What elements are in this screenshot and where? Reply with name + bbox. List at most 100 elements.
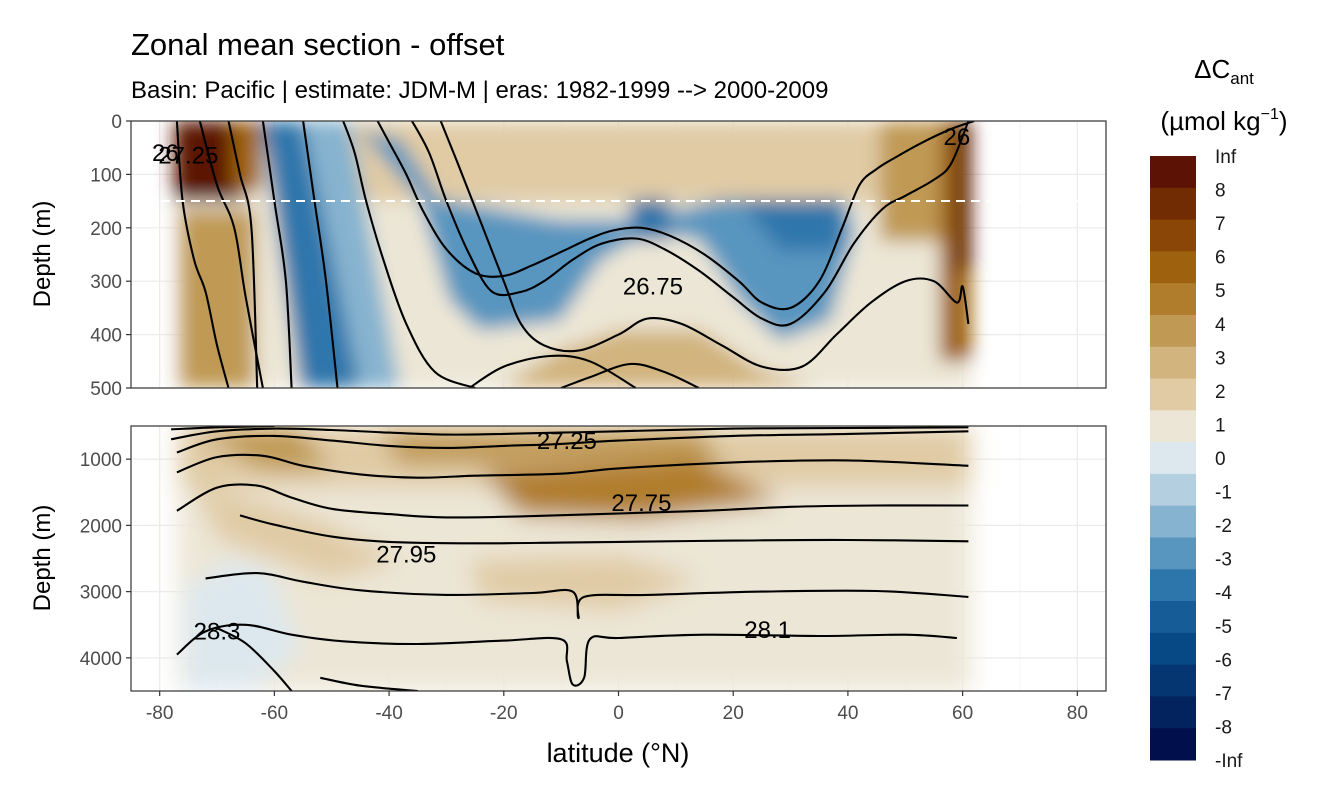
legend-title-main: ΔC: [1194, 54, 1230, 84]
lower-y-label: Depth (m): [29, 505, 56, 612]
lower-panel: 27.25 27.75 27.95 28.3 28.1 1000 2000 3000 4000…: [29, 425, 1107, 692]
isopycnal-label: 26: [944, 124, 971, 151]
isopycnal-line: [176, 483, 969, 519]
legend-swatch: [1150, 156, 1196, 189]
isopycnal-line: [468, 354, 637, 388]
upper-isopycnals: [175, 121, 975, 388]
y-tick-label: 4000: [80, 649, 122, 670]
isopycnal-line: [198, 121, 264, 388]
isopycnal-label: 26: [152, 140, 179, 167]
legend-swatch: [1150, 473, 1196, 507]
y-tick-label: 200: [90, 219, 122, 240]
legend-colorbar: [1150, 156, 1196, 761]
isopycnal-label: 27.75: [611, 490, 671, 517]
legend-swatch: [1150, 664, 1196, 697]
legend-label: 6: [1215, 248, 1226, 269]
isopycnal-label: 28.3: [194, 618, 241, 645]
legend-title-sub: ant: [1230, 69, 1254, 88]
x-tick-label: -40: [375, 703, 402, 724]
isopycnal-label: 27.95: [376, 542, 436, 569]
y-tick-label: 300: [90, 272, 122, 293]
legend-label: -Inf: [1215, 751, 1243, 772]
legend-swatch: [1150, 378, 1196, 411]
legend-label: 5: [1215, 281, 1226, 302]
legend-label: -7: [1215, 684, 1232, 705]
x-axis-label: latitude (°N): [547, 738, 690, 768]
legend-label: 4: [1215, 315, 1226, 336]
legend-swatch: [1150, 601, 1196, 634]
isopycnal-label: 26.75: [623, 274, 683, 301]
upper-y-axis: 0 100 200 300 400 500: [90, 112, 131, 400]
legend-swatch: [1150, 219, 1196, 252]
legend-swatch: [1150, 442, 1196, 475]
lower-isopycnals: [170, 426, 969, 691]
y-tick-label: 400: [90, 326, 122, 347]
isopycnal-line: [439, 121, 970, 372]
y-tick-label: 3000: [80, 583, 122, 604]
upper-y-label: Depth (m): [29, 201, 56, 308]
legend-swatch: [1150, 505, 1196, 538]
chart-subtitle: Basin: Pacific | estimate: JDM-M | eras:…: [131, 77, 828, 104]
legend-label: -5: [1215, 617, 1232, 638]
upper-panel-border: [130, 120, 1107, 389]
legend-swatch: [1150, 537, 1196, 570]
legend-swatch: [1150, 410, 1196, 443]
legend-label: Inf: [1215, 147, 1237, 168]
legend-units: (µmol kg−1): [1160, 106, 1287, 136]
x-tick-label: 20: [723, 703, 744, 724]
isopycnal-line: [176, 453, 969, 479]
legend-swatch: [1150, 696, 1196, 729]
legend-label: 2: [1215, 382, 1226, 403]
y-tick-label: 500: [90, 379, 122, 400]
legend-swatch: [1150, 251, 1196, 284]
lower-field: 27.25 27.75 27.95 28.3 28.1: [170, 426, 971, 691]
isopycnal-label: 27.25: [537, 428, 597, 455]
legend-label: 3: [1215, 348, 1226, 369]
legend-label: 8: [1215, 181, 1226, 202]
y-tick-label: 0: [111, 112, 122, 133]
legend-label: 0: [1215, 449, 1226, 470]
legend-title: ΔCant: [1194, 54, 1254, 88]
isopycnal-line: [175, 121, 230, 388]
legend-swatch: [1150, 632, 1196, 666]
chart-title: Zonal mean section - offset: [131, 27, 505, 62]
x-tick-label: -80: [146, 703, 173, 724]
legend-swatch: [1150, 569, 1196, 602]
isopycnal-line: [411, 121, 970, 327]
isopycnal-line: [216, 627, 293, 691]
isopycnal-line: [320, 676, 418, 691]
x-axis: -80 -60 -40 -20 0 20 40 60 80: [146, 691, 1088, 724]
legend-label: -8: [1215, 717, 1232, 738]
lower-y-axis: 1000 2000 3000 4000: [80, 450, 131, 670]
legend-swatch: [1150, 728, 1196, 761]
isopycnal-line: [376, 121, 975, 311]
legend-swatch: [1150, 314, 1196, 348]
legend-label: -2: [1215, 516, 1232, 537]
legend-swatch: [1150, 283, 1196, 316]
isopycnal-line: [227, 121, 259, 388]
isopycnal-label: 28.1: [744, 617, 791, 644]
legend-label: 7: [1215, 214, 1226, 235]
y-tick-label: 100: [90, 165, 122, 186]
isopycnal-line: [342, 121, 476, 388]
isopycnal-label: 27.25: [158, 143, 218, 170]
isopycnal-line: [239, 514, 969, 545]
isopycnal-line: [560, 362, 700, 388]
isopycnal-line: [205, 572, 969, 620]
legend-label: -3: [1215, 550, 1232, 571]
x-tick-label: 60: [952, 703, 973, 724]
isopycnal-line: [176, 623, 957, 687]
legend-units-left: (µmol kg: [1160, 106, 1260, 136]
legend-swatch: [1150, 187, 1196, 221]
legend-label: -6: [1215, 650, 1232, 671]
legend-label: 1: [1215, 415, 1226, 436]
lower-contour-labels: 27.25 27.75 27.95 28.3 28.1: [194, 428, 791, 645]
legend-labels: Inf 8 7 6 5 4 3 2 1 0 -1 -2 -3 -4 -5 -6 -7 -8 -Inf: [1215, 147, 1243, 772]
y-tick-label: 1000: [80, 450, 122, 471]
legend-label: -4: [1215, 583, 1232, 604]
isopycnal-line: [170, 426, 969, 441]
legend-units-sup: −1: [1261, 106, 1279, 123]
